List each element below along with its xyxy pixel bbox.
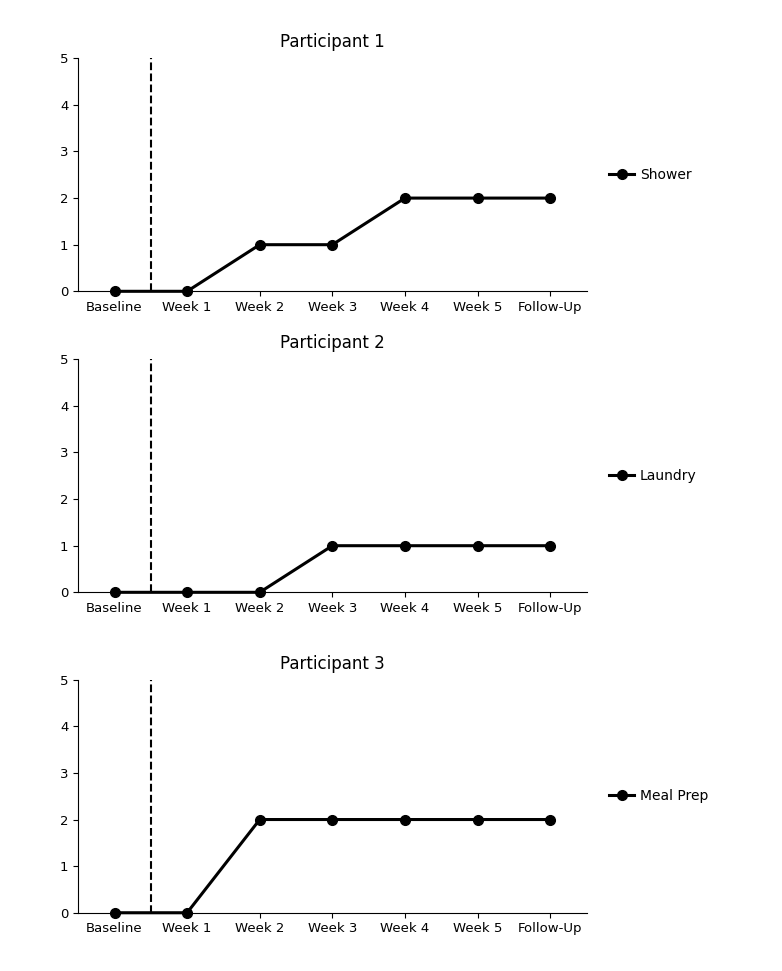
- Legend: Shower: Shower: [604, 162, 697, 187]
- Title: Participant 1: Participant 1: [280, 33, 385, 51]
- Title: Participant 2: Participant 2: [280, 334, 385, 352]
- Legend: Meal Prep: Meal Prep: [604, 784, 714, 809]
- Title: Participant 3: Participant 3: [280, 654, 385, 673]
- Legend: Laundry: Laundry: [604, 463, 702, 488]
